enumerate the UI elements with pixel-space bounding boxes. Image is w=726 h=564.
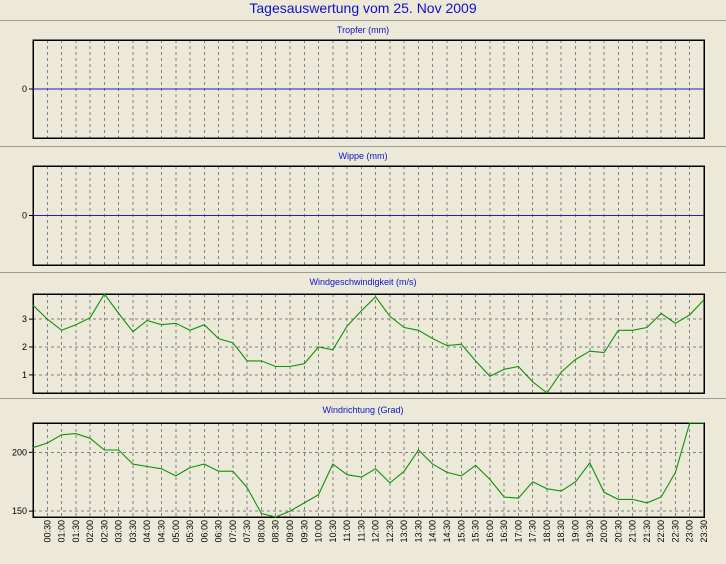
x-tick-label: 14:30 [442,520,452,543]
x-tick-label: 16:00 [485,520,495,543]
y-tick-label: 200 [12,447,27,457]
x-tick-label: 11:00 [342,520,352,542]
y-tick-label: 1 [22,370,27,380]
panel-separator [0,272,726,273]
x-tick-label: 02:00 [85,520,95,543]
x-tick-label: 01:00 [57,520,67,543]
x-tick-label: 18:00 [542,520,552,543]
panel-separator [0,20,726,21]
chart-title-windgeschwindigkeit: Windgeschwindigkeit (m/s) [309,277,417,287]
chart-3: 1 2 3 [22,293,705,394]
x-tick-label: 22:00 [656,520,666,543]
panel-separator [0,146,726,147]
x-tick-label: 19:30 [585,520,595,543]
x-tick-label: 13:30 [413,520,423,543]
x-tick-label: 07:30 [242,520,252,543]
y-tick-label: 0 [22,84,27,94]
chart-title-windrichtung: Windrichtung (Grad) [322,405,404,415]
x-tick-label: 14:00 [428,520,438,543]
x-tick-label: 11:30 [356,520,366,542]
x-tick-label: 20:30 [613,520,623,543]
x-tick-label: 18:30 [556,520,566,543]
x-tick-label: 07:00 [228,520,238,543]
x-tick-label: 19:00 [571,520,581,543]
data-line [32,422,704,518]
x-tick-label: 22:30 [670,520,680,543]
x-tick-label: 01:30 [71,520,81,543]
x-tick-label: 16:30 [499,520,509,543]
x-tick-label: 21:00 [628,520,638,543]
x-tick-label: 06:00 [199,520,209,543]
chart-1: 0 [22,39,705,139]
chart-4: 150 200 [12,422,705,518]
x-axis-labels: 00:30 01:00 01:30 02:00 02:30 03:00 03:30 04:00… [42,520,709,543]
x-tick-label: 23:30 [699,520,709,543]
x-tick-label: 20:00 [599,520,609,543]
x-tick-label: 05:30 [185,520,195,543]
x-tick-label: 09:30 [299,520,309,543]
x-tick-label: 09:00 [285,520,295,543]
data-line [32,293,705,394]
x-tick-label: 03:30 [128,520,138,543]
page-title: Tagesauswertung vom 25. Nov 2009 [249,0,477,16]
x-tick-label: 12:30 [385,520,395,543]
panel-separator [0,398,726,399]
x-tick-label: 05:00 [171,520,181,543]
x-tick-label: 10:00 [314,520,324,543]
chart-2: 0 [22,165,705,266]
x-tick-label: 23:00 [685,520,695,543]
x-tick-label: 06:30 [214,520,224,543]
x-tick-label: 17:00 [513,520,523,543]
x-tick-label: 15:00 [456,520,466,543]
x-tick-label: 00:30 [42,520,52,543]
x-tick-label: 08:00 [256,520,266,543]
y-tick-label: 2 [22,342,27,352]
x-tick-label: 10:30 [328,520,338,543]
plot-frame [32,422,705,518]
y-tick-label: 3 [22,314,27,324]
plot-frame [32,293,705,394]
x-tick-label: 04:30 [156,520,166,543]
x-tick-label: 02:30 [99,520,109,543]
x-tick-label: 17:30 [528,520,538,543]
x-tick-label: 13:00 [399,520,409,543]
chart-title-wippe: Wippe (mm) [338,151,388,161]
y-tick-label: 0 [22,211,27,221]
y-tick-label: 150 [12,506,27,516]
x-tick-label: 04:00 [142,520,152,543]
x-tick-label: 12:00 [371,520,381,543]
x-tick-label: 21:30 [642,520,652,543]
x-tick-label: 15:30 [471,520,481,543]
x-tick-label: 08:30 [271,520,281,543]
chart-title-tropfer: Tropfer (mm) [336,25,390,35]
x-tick-label: 03:00 [114,520,124,543]
